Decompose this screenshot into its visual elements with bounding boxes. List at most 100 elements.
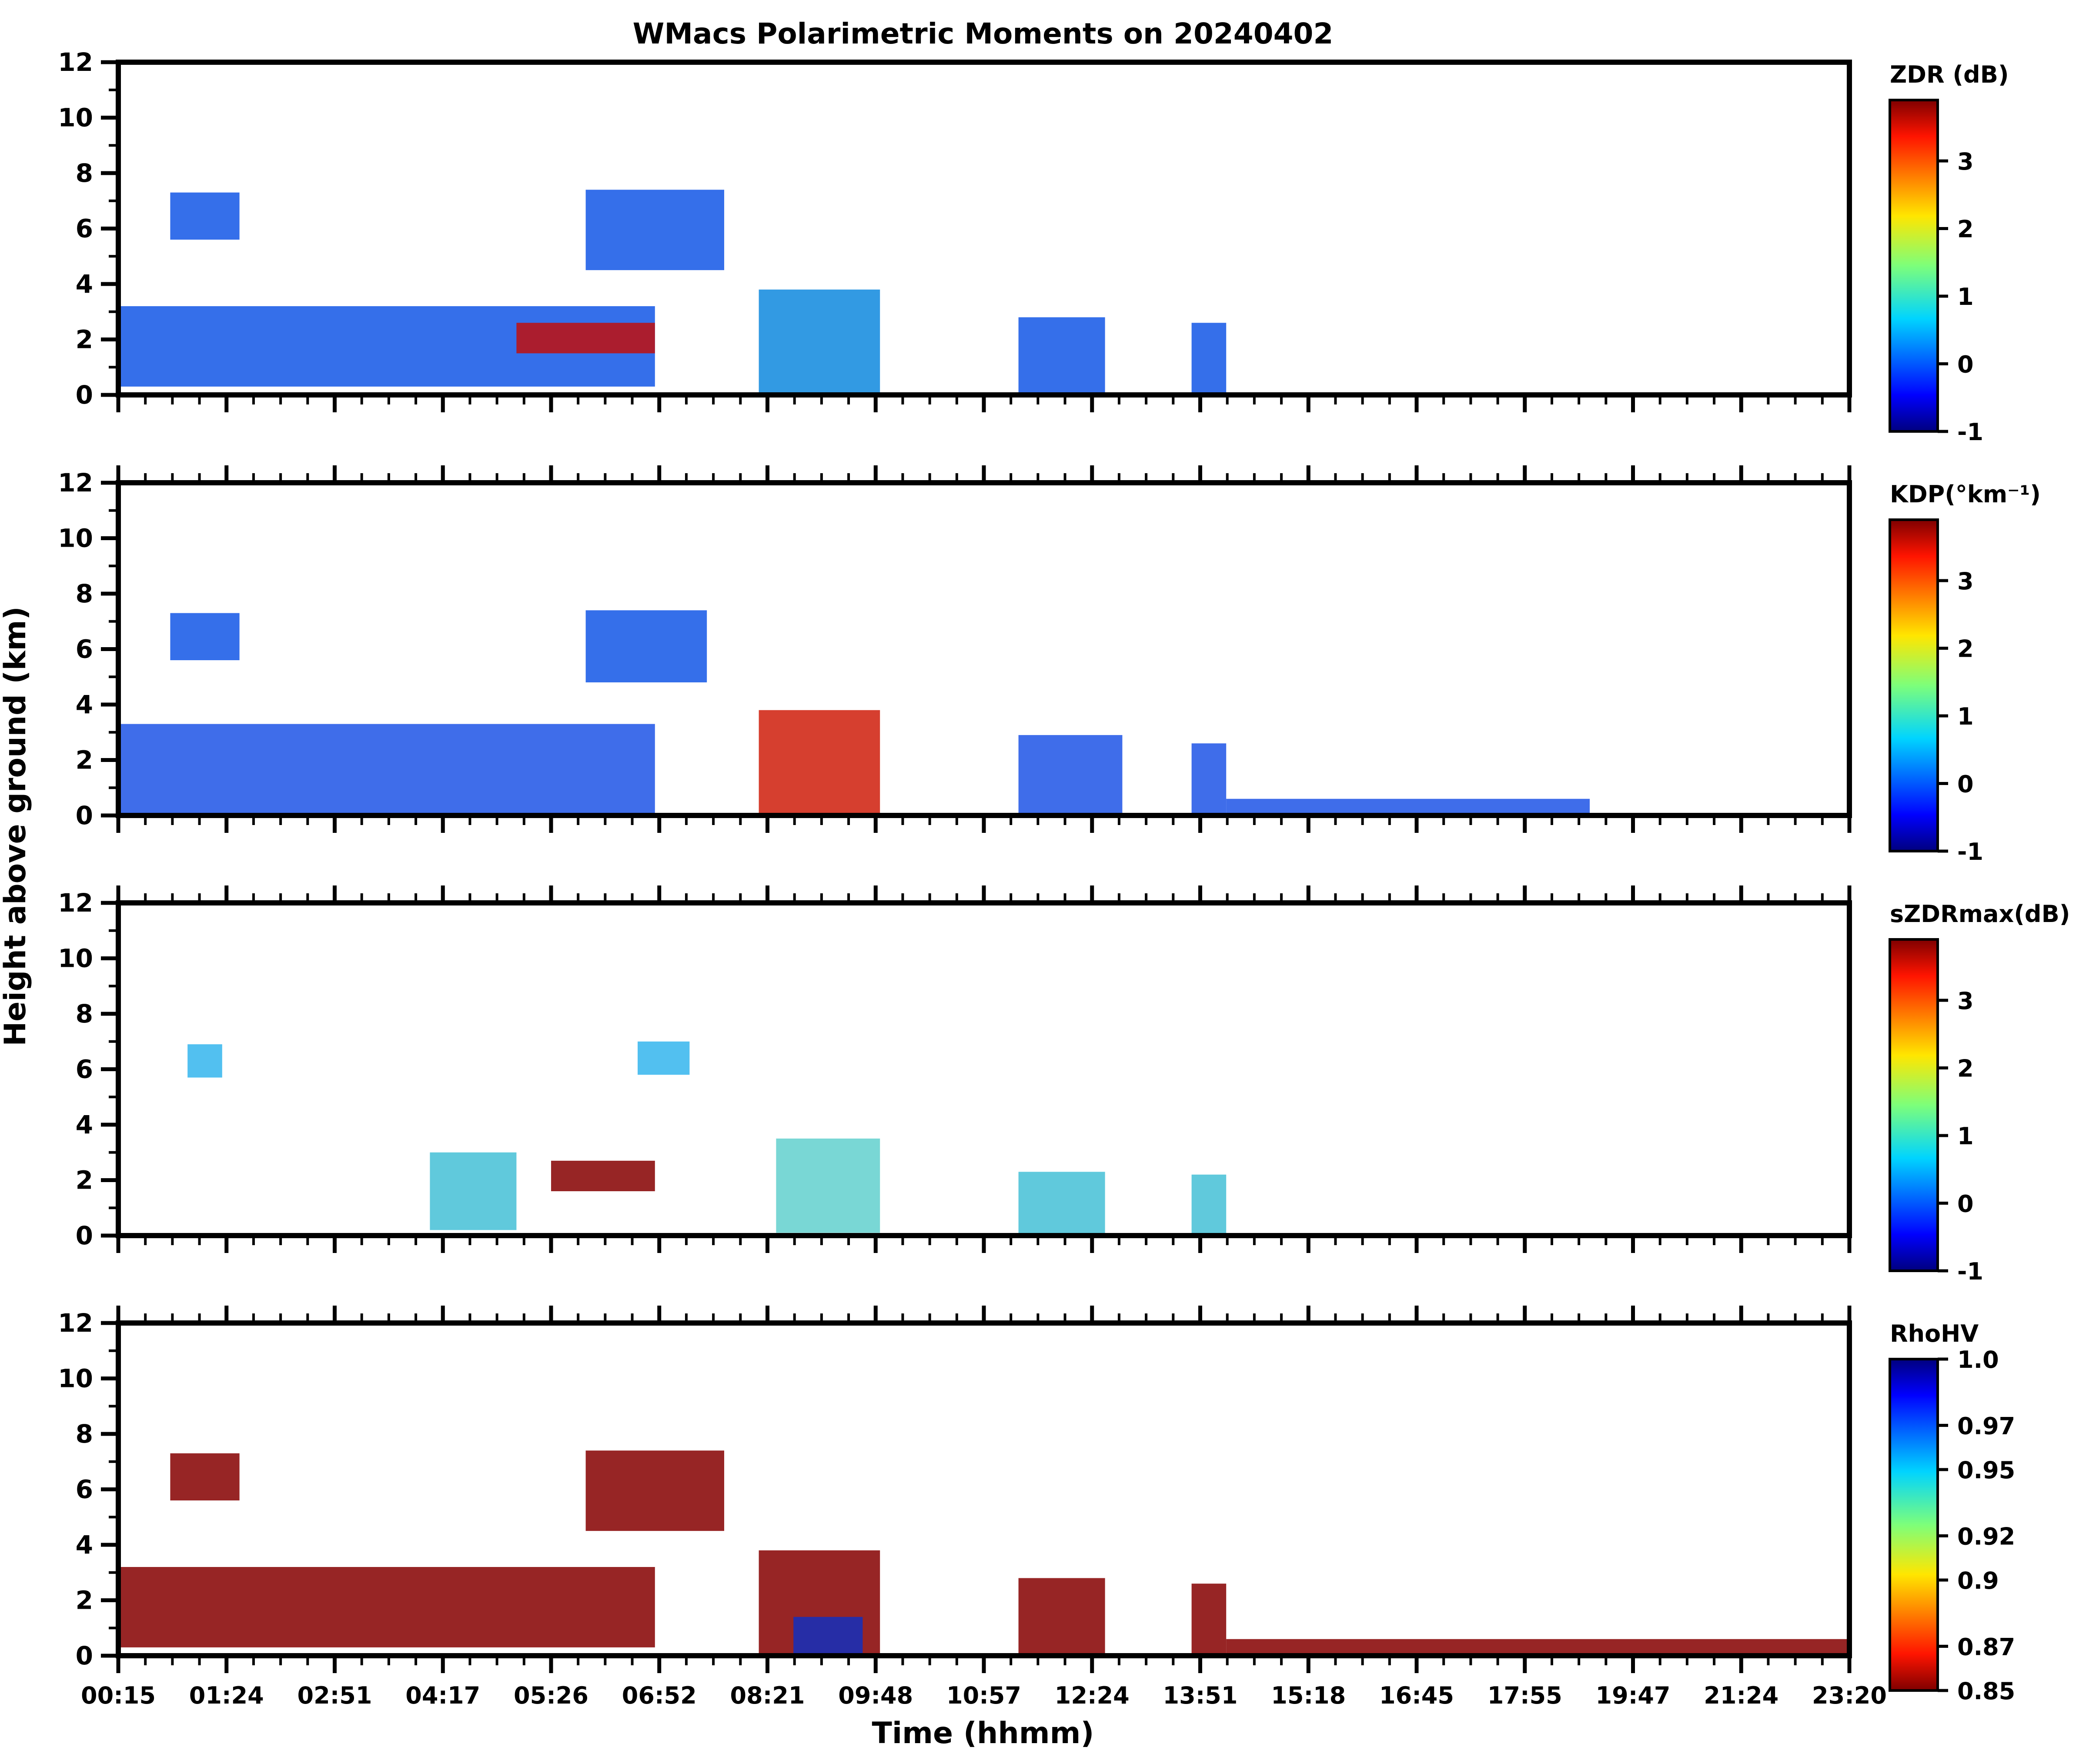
colorbar-tick-label: 2 <box>1957 215 1974 243</box>
colorbar-tick-label: 0 <box>1957 770 1974 798</box>
colorbar-tick-label: -1 <box>1957 1258 1983 1285</box>
colorbar-tick-label: 0 <box>1957 351 1974 378</box>
echo-region <box>776 1138 880 1233</box>
y-tick-label: 6 <box>76 1055 93 1084</box>
echo-region <box>759 289 880 395</box>
colorbar-tick-label: 0.85 <box>1957 1677 2015 1705</box>
colorbar-tick-label: -1 <box>1957 418 1983 446</box>
x-tick-label: 09:48 <box>838 1682 913 1709</box>
plot-frame <box>116 900 1852 1238</box>
x-tick-label: 05:26 <box>514 1682 588 1709</box>
colorbar-tick-label: 2 <box>1957 1055 1974 1082</box>
colorbar-label: RhoHV <box>1890 1320 1979 1347</box>
echo-region <box>170 1453 240 1500</box>
x-tick-label: 21:24 <box>1704 1682 1778 1709</box>
x-axis-label: Time (hhmm) <box>872 1716 1094 1751</box>
colorbar-tick-label: 0.9 <box>1957 1567 1999 1594</box>
x-tick-label: 08:21 <box>730 1682 805 1709</box>
x-tick-label: 01:24 <box>189 1682 264 1709</box>
y-tick-label: 8 <box>76 999 93 1029</box>
y-tick-label: 6 <box>76 1475 93 1504</box>
y-tick-label: 0 <box>76 1221 93 1250</box>
colorbar-tick-label: 2 <box>1957 635 1974 662</box>
echo-region <box>1018 735 1123 815</box>
echo-region <box>118 1567 655 1647</box>
colorbar-tick-label: 0.95 <box>1957 1457 2015 1484</box>
echo-region <box>585 190 724 271</box>
x-tick-label: 23:20 <box>1812 1682 1887 1709</box>
y-tick-label: 6 <box>76 214 93 244</box>
colorbar-tick-label: 1 <box>1957 703 1974 730</box>
y-tick-label: 12 <box>58 47 93 77</box>
echo-region <box>1018 1172 1105 1236</box>
echo-region <box>1226 1639 1849 1656</box>
colorbar-tick-label: 0 <box>1957 1190 1974 1217</box>
echo-region <box>759 710 880 815</box>
colorbar-tick-label: 1 <box>1957 283 1974 311</box>
x-tick-label: 00:15 <box>81 1682 156 1709</box>
y-tick-label: 2 <box>76 325 93 354</box>
y-tick-label: 8 <box>76 158 93 188</box>
x-tick-label: 02:51 <box>298 1682 372 1709</box>
colorbar-tick-label: 3 <box>1957 568 1974 595</box>
echo-region <box>118 724 655 815</box>
y-axis-label: Height above ground (km) <box>0 606 33 1046</box>
colorbar-label: KDP(°km⁻¹) <box>1890 481 2041 508</box>
y-tick-label: 12 <box>58 888 93 918</box>
y-tick-label: 2 <box>76 1166 93 1195</box>
colorbar-tick-label: 0.87 <box>1957 1633 2015 1660</box>
y-tick-label: 0 <box>76 1641 93 1670</box>
y-tick-label: 10 <box>58 103 93 133</box>
colorbar <box>1889 518 1939 852</box>
colorbar-tick-label: 3 <box>1957 987 1974 1015</box>
echo-region <box>551 1160 655 1191</box>
y-tick-label: 2 <box>76 1586 93 1615</box>
colorbar-tick-label: 1 <box>1957 1123 1974 1150</box>
echo-region <box>170 192 240 240</box>
y-tick-label: 4 <box>76 690 93 719</box>
echo-region <box>585 1450 724 1531</box>
x-tick-label: 04:17 <box>405 1682 480 1709</box>
y-tick-label: 10 <box>58 524 93 553</box>
colorbar-tick-label: 0.97 <box>1957 1412 2015 1440</box>
echo-region <box>1018 1578 1105 1656</box>
colorbar <box>1889 1358 1939 1692</box>
y-tick-label: 4 <box>76 1530 93 1560</box>
echo-region <box>430 1152 517 1230</box>
echo-region <box>1191 1584 1227 1656</box>
y-tick-label: 12 <box>58 1308 93 1338</box>
colorbar-tick-label: 1.0 <box>1957 1346 1999 1373</box>
colorbar <box>1889 99 1939 433</box>
y-tick-label: 12 <box>58 468 93 498</box>
x-tick-label: 13:51 <box>1163 1682 1238 1709</box>
echo-region <box>1191 1174 1227 1236</box>
x-tick-label: 15:18 <box>1271 1682 1346 1709</box>
colorbar-tick-label: -1 <box>1957 838 1983 865</box>
echo-region <box>1018 317 1105 395</box>
echo-region <box>638 1041 690 1075</box>
y-tick-label: 8 <box>76 579 93 608</box>
y-tick-label: 10 <box>58 1364 93 1393</box>
colorbar-tick-label: 0.92 <box>1957 1523 2015 1550</box>
y-tick-label: 0 <box>76 380 93 410</box>
colorbar-tick-label: 3 <box>1957 148 1974 175</box>
colorbar-label: sZDRmax(dB) <box>1890 900 2070 928</box>
colorbar <box>1889 938 1939 1272</box>
echo-region <box>1191 323 1227 395</box>
y-tick-label: 4 <box>76 1110 93 1139</box>
y-tick-label: 10 <box>58 944 93 973</box>
y-tick-label: 0 <box>76 801 93 830</box>
panel-rhohv: 0 2 4 6 8 10 12 00:15 01:24 02:51 04:17 05:26 06:52 0… <box>58 1306 2015 1709</box>
echo-region <box>170 613 240 660</box>
x-tick-label: 16:45 <box>1379 1682 1454 1709</box>
echo-region <box>187 1044 222 1078</box>
echo-region <box>1226 798 1590 815</box>
x-tick-label: 06:52 <box>622 1682 697 1709</box>
echo-region <box>1191 743 1227 815</box>
chart-title: WMacs Polarimetric Moments on 20240402 <box>633 17 1334 50</box>
y-tick-label: 2 <box>76 745 93 775</box>
